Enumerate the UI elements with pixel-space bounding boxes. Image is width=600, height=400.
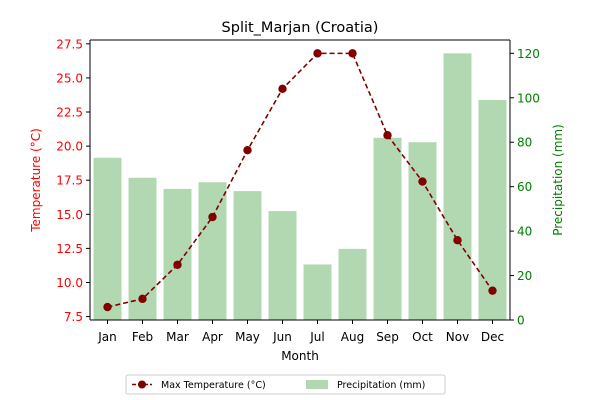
temperature-point (313, 49, 322, 58)
y-axis-right-label: Precipitation (mm) (551, 124, 565, 236)
right-axis-ticks: 0 20 40 60 80 100 120 (510, 47, 540, 328)
x-tick-label: Jun (272, 330, 292, 344)
precipitation-bars (93, 53, 507, 320)
temperature-point (488, 286, 497, 295)
x-tick-label: Aug (341, 330, 364, 344)
precipitation-bar (373, 137, 402, 320)
left-tick-label: 22.5 (56, 106, 83, 120)
y-axis-left-label: Temperature (°C) (29, 128, 43, 233)
x-axis-label: Month (281, 349, 319, 363)
precipitation-bar (303, 264, 332, 320)
x-axis-ticks: Jan Feb Mar Apr May Jun Jul Aug Sep Oct Nov Dec (97, 320, 504, 344)
right-tick-label: 40 (517, 225, 532, 239)
x-tick-label: Apr (202, 330, 223, 344)
x-tick-label: Jul (309, 330, 324, 344)
right-tick-label: 0 (517, 314, 525, 328)
x-tick-label: May (235, 330, 260, 344)
left-tick-label: 15.0 (56, 208, 83, 222)
precipitation-bar (268, 211, 297, 320)
temperature-line (103, 49, 497, 312)
left-tick-label: 27.5 (56, 37, 83, 51)
left-tick-label: 17.5 (56, 174, 83, 188)
temperature-line-path (107, 52, 494, 308)
legend-frame (125, 374, 446, 395)
x-tick-label: Jan (97, 330, 117, 344)
left-tick-label: 10.0 (56, 276, 83, 290)
right-tick-label: 100 (517, 91, 540, 105)
temperature-point (243, 145, 252, 155)
temperature-point (103, 302, 112, 312)
right-tick-label: 20 (517, 269, 532, 283)
temperature-point (138, 294, 147, 304)
precipitation-bar (338, 248, 367, 320)
legend-label-precipitation: Precipitation (mm) (337, 380, 425, 391)
precipitation-bar (163, 188, 192, 320)
right-tick-label: 60 (517, 180, 532, 194)
chart-title: Split_Marjan (Croatia) (222, 20, 379, 36)
left-tick-label: 20.0 (56, 140, 83, 154)
temperature-point (173, 260, 182, 269)
right-tick-label: 80 (517, 136, 532, 150)
x-tick-label: Dec (481, 330, 504, 344)
left-tick-label: 25.0 (56, 71, 83, 85)
legend-bar-swatch (306, 380, 328, 389)
precipitation-bar (93, 157, 122, 320)
temperature-point (383, 130, 392, 140)
legend-label-temperature: Max Temperature (°C) (161, 380, 266, 391)
precipitation-bar (198, 182, 227, 320)
x-tick-label: Mar (166, 330, 189, 344)
right-tick-label: 120 (517, 47, 540, 61)
precipitation-bar (233, 191, 262, 320)
x-tick-label: Feb (132, 330, 153, 344)
x-tick-label: Sep (376, 330, 399, 344)
temperature-point (418, 177, 427, 186)
legend: Max Temperature (°C) Precipitation (mm) (125, 374, 446, 395)
left-tick-label: 7.5 (64, 310, 83, 324)
temperature-point (208, 212, 217, 222)
x-tick-label: Oct (412, 330, 433, 344)
left-axis-ticks: 7.5 10.0 12.5 15.0 17.5 20.0 22.5 25.0 27.5 (56, 37, 90, 324)
legend-line-dot (138, 380, 146, 389)
precipitation-bar (443, 53, 472, 320)
left-tick-label: 12.5 (56, 242, 83, 256)
temperature-point (278, 84, 287, 94)
x-tick-label: Nov (446, 330, 469, 344)
precipitation-bar (478, 100, 507, 320)
temperature-point (348, 49, 357, 58)
precipitation-bar (408, 142, 437, 320)
temperature-point (453, 236, 462, 245)
